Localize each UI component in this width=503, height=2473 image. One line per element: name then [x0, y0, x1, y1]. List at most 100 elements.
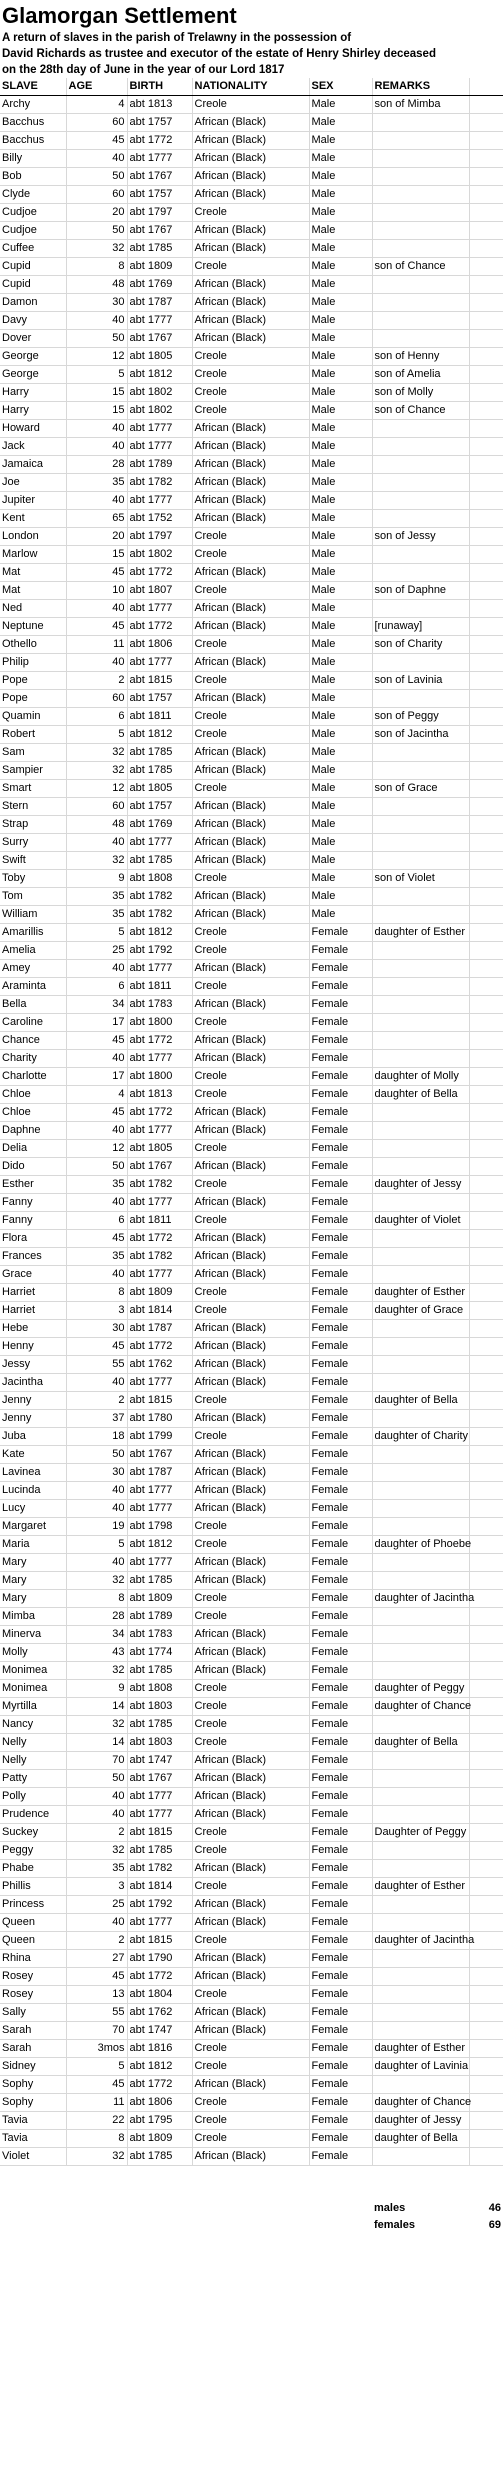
cell-empty[interactable] [469, 815, 503, 834]
cell-age[interactable]: 9 [66, 869, 128, 888]
cell-age[interactable]: 45 [66, 1337, 128, 1356]
cell-birth[interactable]: abt 1777 [127, 1193, 193, 1212]
cell-slave[interactable]: Archy [0, 95, 67, 114]
cell-empty[interactable] [469, 1031, 503, 1050]
cell-age[interactable]: 70 [66, 2021, 128, 2040]
cell-birth[interactable]: abt 1777 [127, 1805, 193, 1824]
cell-sex[interactable]: Male [309, 365, 373, 384]
cell-sex[interactable]: Female [309, 2093, 373, 2112]
cell-age[interactable]: 50 [66, 221, 128, 240]
cell-age[interactable]: 32 [66, 1571, 128, 1590]
cell-sex[interactable]: Male [309, 869, 373, 888]
cell-nationality[interactable]: African (Black) [192, 1409, 310, 1428]
cell-birth[interactable]: abt 1813 [127, 1085, 193, 1104]
cell-nationality[interactable]: African (Black) [192, 2003, 310, 2022]
cell-remarks[interactable] [372, 1463, 470, 1482]
cell-sex[interactable]: Female [309, 2147, 373, 2166]
cell-sex[interactable]: Female [309, 1841, 373, 1860]
cell-age[interactable]: 40 [66, 1787, 128, 1806]
cell-age[interactable]: 32 [66, 851, 128, 870]
cell-sex[interactable]: Male [309, 437, 373, 456]
cell-sex[interactable]: Female [309, 1517, 373, 1536]
cell-birth[interactable]: abt 1802 [127, 401, 193, 420]
cell-sex[interactable]: Male [309, 149, 373, 168]
cell-remarks[interactable] [372, 1913, 470, 1932]
cell-sex[interactable]: Female [309, 1265, 373, 1284]
cell-slave[interactable]: Lavinea [0, 1463, 67, 1482]
cell-slave[interactable]: Neptune [0, 617, 67, 636]
cell-sex[interactable]: Male [309, 815, 373, 834]
cell-empty[interactable] [469, 203, 503, 222]
cell-birth[interactable]: abt 1812 [127, 725, 193, 744]
cell-slave[interactable]: Toby [0, 869, 67, 888]
cell-sex[interactable]: Female [309, 1985, 373, 2004]
cell-empty[interactable] [469, 761, 503, 780]
cell-slave[interactable]: Polly [0, 1787, 67, 1806]
cell-birth[interactable]: abt 1809 [127, 257, 193, 276]
cell-remarks[interactable]: son of Peggy [372, 707, 470, 726]
cell-empty[interactable] [469, 581, 503, 600]
cell-sex[interactable]: Female [309, 1085, 373, 1104]
cell-age[interactable]: 55 [66, 1355, 128, 1374]
cell-sex[interactable]: Male [309, 779, 373, 798]
cell-birth[interactable]: abt 1783 [127, 1625, 193, 1644]
cell-empty[interactable] [469, 635, 503, 654]
cell-empty[interactable] [469, 1103, 503, 1122]
cell-sex[interactable]: Male [309, 635, 373, 654]
cell-nationality[interactable]: Creole [192, 1841, 310, 1860]
cell-empty[interactable] [469, 1355, 503, 1374]
cell-slave[interactable]: Monimea [0, 1661, 67, 1680]
cell-empty[interactable] [469, 311, 503, 330]
cell-remarks[interactable] [372, 653, 470, 672]
cell-sex[interactable]: Female [309, 923, 373, 942]
cell-age[interactable]: 3mos [66, 2039, 128, 2058]
cell-age[interactable]: 40 [66, 1805, 128, 1824]
cell-nationality[interactable]: African (Black) [192, 1031, 310, 1050]
cell-birth[interactable]: abt 1772 [127, 1229, 193, 1248]
cell-sex[interactable]: Female [309, 1427, 373, 1446]
cell-slave[interactable]: Charlotte [0, 1067, 67, 1086]
cell-nationality[interactable]: Creole [192, 1607, 310, 1626]
cell-empty[interactable] [66, 2217, 127, 2234]
cell-nationality[interactable]: Creole [192, 347, 310, 366]
cell-sex[interactable]: Female [309, 1733, 373, 1752]
cell-empty[interactable] [469, 1067, 503, 1086]
cell-empty[interactable] [469, 1085, 503, 1104]
cell-nationality[interactable]: African (Black) [192, 1949, 310, 1968]
cell-remarks[interactable]: daughter of Esther [372, 1877, 470, 1896]
cell-nationality[interactable]: African (Black) [192, 905, 310, 924]
cell-remarks[interactable] [372, 1517, 470, 1536]
cell-remarks[interactable] [372, 1751, 470, 1770]
cell-nationality[interactable]: Creole [192, 2111, 310, 2130]
cell-age[interactable]: 60 [66, 797, 128, 816]
cell-slave[interactable]: Rosey [0, 1967, 67, 1986]
cell-empty[interactable] [469, 1175, 503, 1194]
cell-slave[interactable]: Damon [0, 293, 67, 312]
cell-empty[interactable] [192, 2217, 309, 2234]
cell-birth[interactable]: abt 1777 [127, 1121, 193, 1140]
cell-remarks[interactable] [372, 491, 470, 510]
cell-age[interactable]: 28 [66, 1607, 128, 1626]
cell-nationality[interactable]: African (Black) [192, 1463, 310, 1482]
cell-slave[interactable]: Myrtilla [0, 1697, 67, 1716]
cell-slave[interactable]: Howard [0, 419, 67, 438]
cell-sex[interactable]: Male [309, 833, 373, 852]
cell-sex[interactable]: Female [309, 2039, 373, 2058]
cell-remarks[interactable] [372, 1445, 470, 1464]
cell-remarks[interactable] [372, 815, 470, 834]
cell-birth[interactable]: abt 1815 [127, 1931, 193, 1950]
cell-sex[interactable]: Female [309, 1139, 373, 1158]
cell-empty[interactable] [469, 1409, 503, 1428]
cell-sex[interactable]: Female [309, 1013, 373, 1032]
cell-sex[interactable]: Female [309, 1481, 373, 1500]
cell-nationality[interactable]: African (Black) [192, 1625, 310, 1644]
cell-birth[interactable]: abt 1762 [127, 2003, 193, 2022]
cell-nationality[interactable]: Creole [192, 2093, 310, 2112]
cell-birth[interactable]: abt 1787 [127, 1319, 193, 1338]
cell-slave[interactable]: Nancy [0, 1715, 67, 1734]
cell-sex[interactable]: Female [309, 1229, 373, 1248]
cell-empty[interactable] [469, 563, 503, 582]
cell-nationality[interactable]: Creole [192, 779, 310, 798]
cell-age[interactable]: 2 [66, 1823, 128, 1842]
cell-empty[interactable] [469, 1463, 503, 1482]
